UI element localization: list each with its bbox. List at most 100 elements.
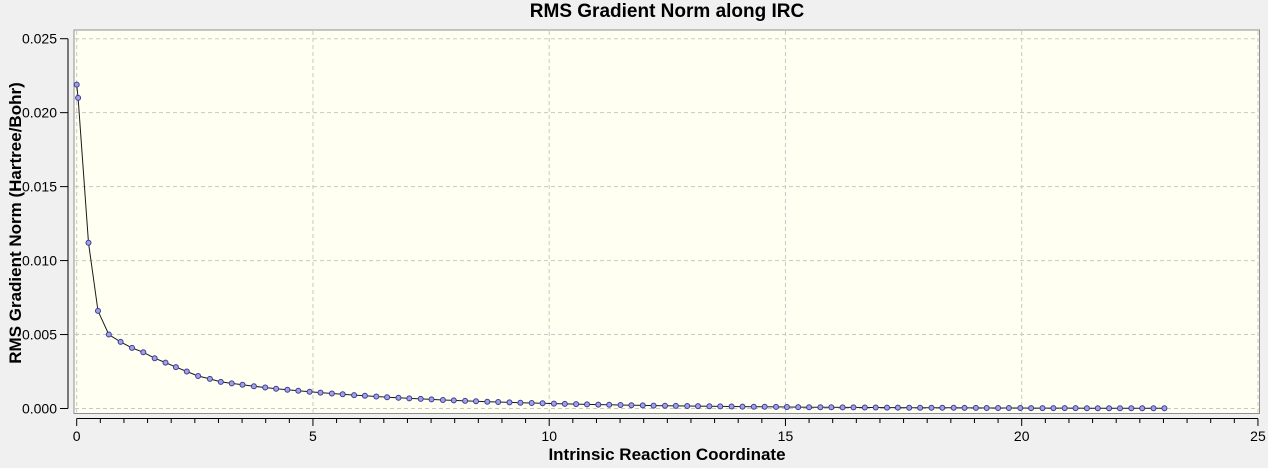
data-point-marker [1083, 405, 1090, 412]
data-point-marker [95, 307, 101, 314]
data-point-marker [850, 404, 857, 411]
x-tick-label: 10 [541, 428, 557, 444]
data-point-marker [75, 94, 82, 101]
data-point-marker [284, 386, 291, 393]
x-tick-label: 15 [778, 428, 794, 444]
x-axis-title: Intrinsic Reaction Coordinate [548, 445, 786, 464]
data-point-marker [584, 401, 590, 408]
data-point-marker [484, 398, 491, 405]
data-point-marker [884, 404, 890, 411]
data-point-marker [894, 404, 901, 411]
x-axis [76, 418, 1259, 426]
y-tick-label: 0.025 [22, 31, 57, 47]
data-point-marker [1028, 405, 1035, 412]
data-point-marker [151, 355, 158, 362]
data-point-marker [939, 404, 946, 411]
series-markers [73, 81, 1168, 412]
data-point-marker [195, 373, 202, 379]
data-point-marker [206, 375, 213, 382]
data-point-marker [1061, 405, 1068, 412]
data-point-marker [162, 359, 169, 366]
data-point-marker [817, 404, 824, 411]
data-point-marker [595, 401, 602, 408]
data-point-marker [684, 403, 691, 409]
data-point-marker [961, 404, 968, 411]
data-point-marker [1072, 405, 1079, 412]
series-line [76, 84, 1165, 409]
data-point-marker [906, 404, 913, 411]
data-point-marker [806, 404, 813, 411]
data-point-marker [1039, 405, 1046, 412]
data-point-marker [761, 403, 768, 410]
data-point-marker [995, 405, 1002, 411]
data-point-marker [306, 388, 313, 395]
data-point-marker [573, 401, 580, 408]
data-point-marker [717, 403, 724, 410]
data-point-marker [695, 403, 701, 410]
y-tick-label: 0.020 [22, 105, 57, 121]
data-point-marker [129, 344, 135, 351]
data-point-marker [250, 383, 257, 390]
data-point-marker [172, 364, 179, 371]
data-point-marker [950, 404, 957, 411]
data-point-marker [105, 331, 112, 338]
data-point-marker [517, 399, 524, 406]
data-point-marker [983, 405, 990, 411]
data-point-marker [273, 385, 280, 392]
data-point-marker [361, 392, 368, 399]
data-point-marker [1161, 405, 1168, 412]
data-point-marker [295, 387, 302, 394]
data-point-marker [217, 378, 224, 385]
x-tick-label: 0 [73, 428, 81, 444]
data-point-marker [228, 380, 235, 387]
data-point-marker [795, 404, 802, 411]
data-point-marker [1094, 405, 1101, 412]
data-point-marker [1005, 405, 1012, 411]
data-point-marker [639, 402, 646, 409]
y-tick-label: 0.015 [22, 179, 57, 195]
data-point-marker [606, 401, 613, 408]
y-tick-label: 0.005 [22, 327, 57, 343]
data-point-marker [1017, 405, 1024, 411]
data-point-marker [739, 403, 746, 410]
y-tick-label: 0.010 [22, 253, 57, 269]
data-point-marker [140, 349, 147, 356]
data-point-marker [239, 381, 246, 388]
data-point-marker [617, 402, 624, 408]
data-point-marker [872, 404, 879, 411]
data-point-marker [495, 399, 502, 405]
x-tick-label: 25 [1250, 428, 1266, 444]
data-point-marker [317, 389, 324, 396]
data-point-marker [839, 404, 846, 411]
data-point-marker [428, 396, 435, 403]
data-point-marker [662, 402, 668, 409]
data-point-marker [650, 402, 657, 409]
data-point-marker [1128, 405, 1135, 412]
data-point-marker [928, 404, 935, 411]
data-point-marker [1117, 405, 1123, 412]
data-point-marker [1150, 405, 1157, 412]
data-point-marker [462, 397, 469, 404]
data-point-marker [262, 384, 269, 391]
data-point-marker [628, 402, 635, 409]
data-point-marker [506, 399, 513, 406]
data-point-marker [339, 391, 346, 398]
y-axis-title: RMS Gradient Norm (Hartree/Bohr) [6, 82, 25, 364]
data-point-marker [395, 394, 402, 401]
data-point-marker [417, 395, 424, 402]
data-point-marker [373, 393, 380, 400]
data-point-marker [1106, 405, 1113, 412]
data-point-marker [828, 404, 835, 411]
data-point-marker [750, 403, 757, 410]
data-point-marker [473, 398, 479, 405]
y-tick-label: 0.000 [22, 401, 57, 417]
data-point-marker [706, 403, 713, 410]
data-point-marker [972, 404, 979, 411]
data-point-marker [728, 403, 735, 410]
data-point-marker [561, 400, 568, 407]
data-point-marker [539, 400, 546, 407]
x-tick-label: 5 [309, 428, 317, 444]
data-point-marker [861, 404, 868, 411]
